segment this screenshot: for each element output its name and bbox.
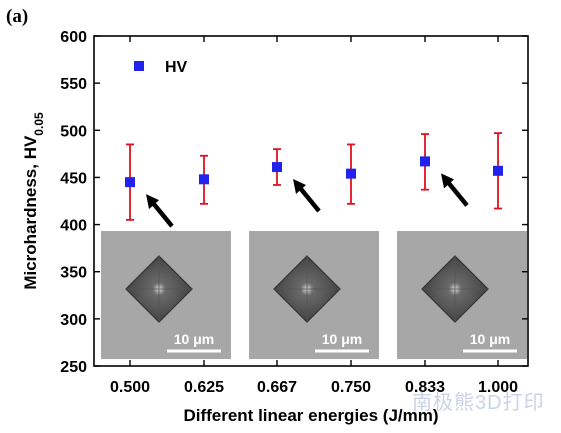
inset-images: 10 μm 10 μm 10 μm [101, 231, 527, 359]
y-tick-label: 300 [60, 312, 87, 329]
scale-bar-label: 10 μm [470, 331, 510, 347]
inset-micrograph: 10 μm [101, 231, 231, 359]
inset-micrograph: 10 μm [397, 231, 527, 359]
x-tick-label: 0.750 [331, 379, 371, 396]
data-point [199, 174, 209, 185]
data-series [125, 132, 503, 221]
plot-frame [93, 35, 529, 367]
data-point [420, 156, 430, 167]
y-axis-title-subscript: 0.05 [32, 112, 46, 136]
legend-label: HV [165, 59, 188, 76]
x-tick-label: 0.667 [257, 379, 297, 396]
y-axis-title-main: Microhardness, HV [21, 135, 40, 290]
inset-micrograph: 10 μm [249, 231, 379, 359]
pointer-arrow-shaft [447, 181, 469, 207]
data-point [493, 165, 503, 176]
x-tick-label: 0.500 [110, 379, 150, 396]
pointer-arrow-head [146, 194, 159, 210]
legend-marker [134, 61, 144, 71]
axes: 250 300 350 400 450 500 550 600 0.500 0.625 0.667 0… [60, 29, 528, 396]
legend: HV [134, 59, 188, 76]
y-tick-label: 550 [60, 76, 87, 93]
pointer-arrows [146, 173, 469, 228]
y-tick-label: 450 [60, 170, 87, 187]
scale-bar-label: 10 μm [174, 331, 214, 347]
y-tick-label: 400 [60, 218, 87, 235]
pointer-arrow-shaft [299, 187, 321, 213]
x-tick-label: 0.625 [184, 379, 224, 396]
y-tick-label: 250 [60, 359, 87, 376]
x-tick-label: 0.833 [405, 379, 445, 396]
y-axis-title: Microhardness, HV0.05 [21, 112, 46, 290]
data-point [346, 168, 356, 179]
x-tick-label: 1.000 [478, 379, 518, 396]
data-point [125, 177, 135, 188]
pointer-arrow-head [293, 179, 306, 195]
panel-label: (a) [6, 6, 29, 27]
y-tick-label: 500 [60, 123, 87, 140]
pointer-arrow-head [441, 173, 454, 189]
y-tick-label: 350 [60, 265, 87, 282]
pointer-arrow-shaft [152, 202, 174, 228]
y-tick-label: 600 [60, 29, 87, 46]
scale-bar-label: 10 μm [322, 331, 362, 347]
x-axis-title: Different linear energies (J/mm) [183, 406, 438, 425]
watermark: 南极熊3D打印 [412, 392, 545, 414]
data-point [272, 162, 282, 173]
